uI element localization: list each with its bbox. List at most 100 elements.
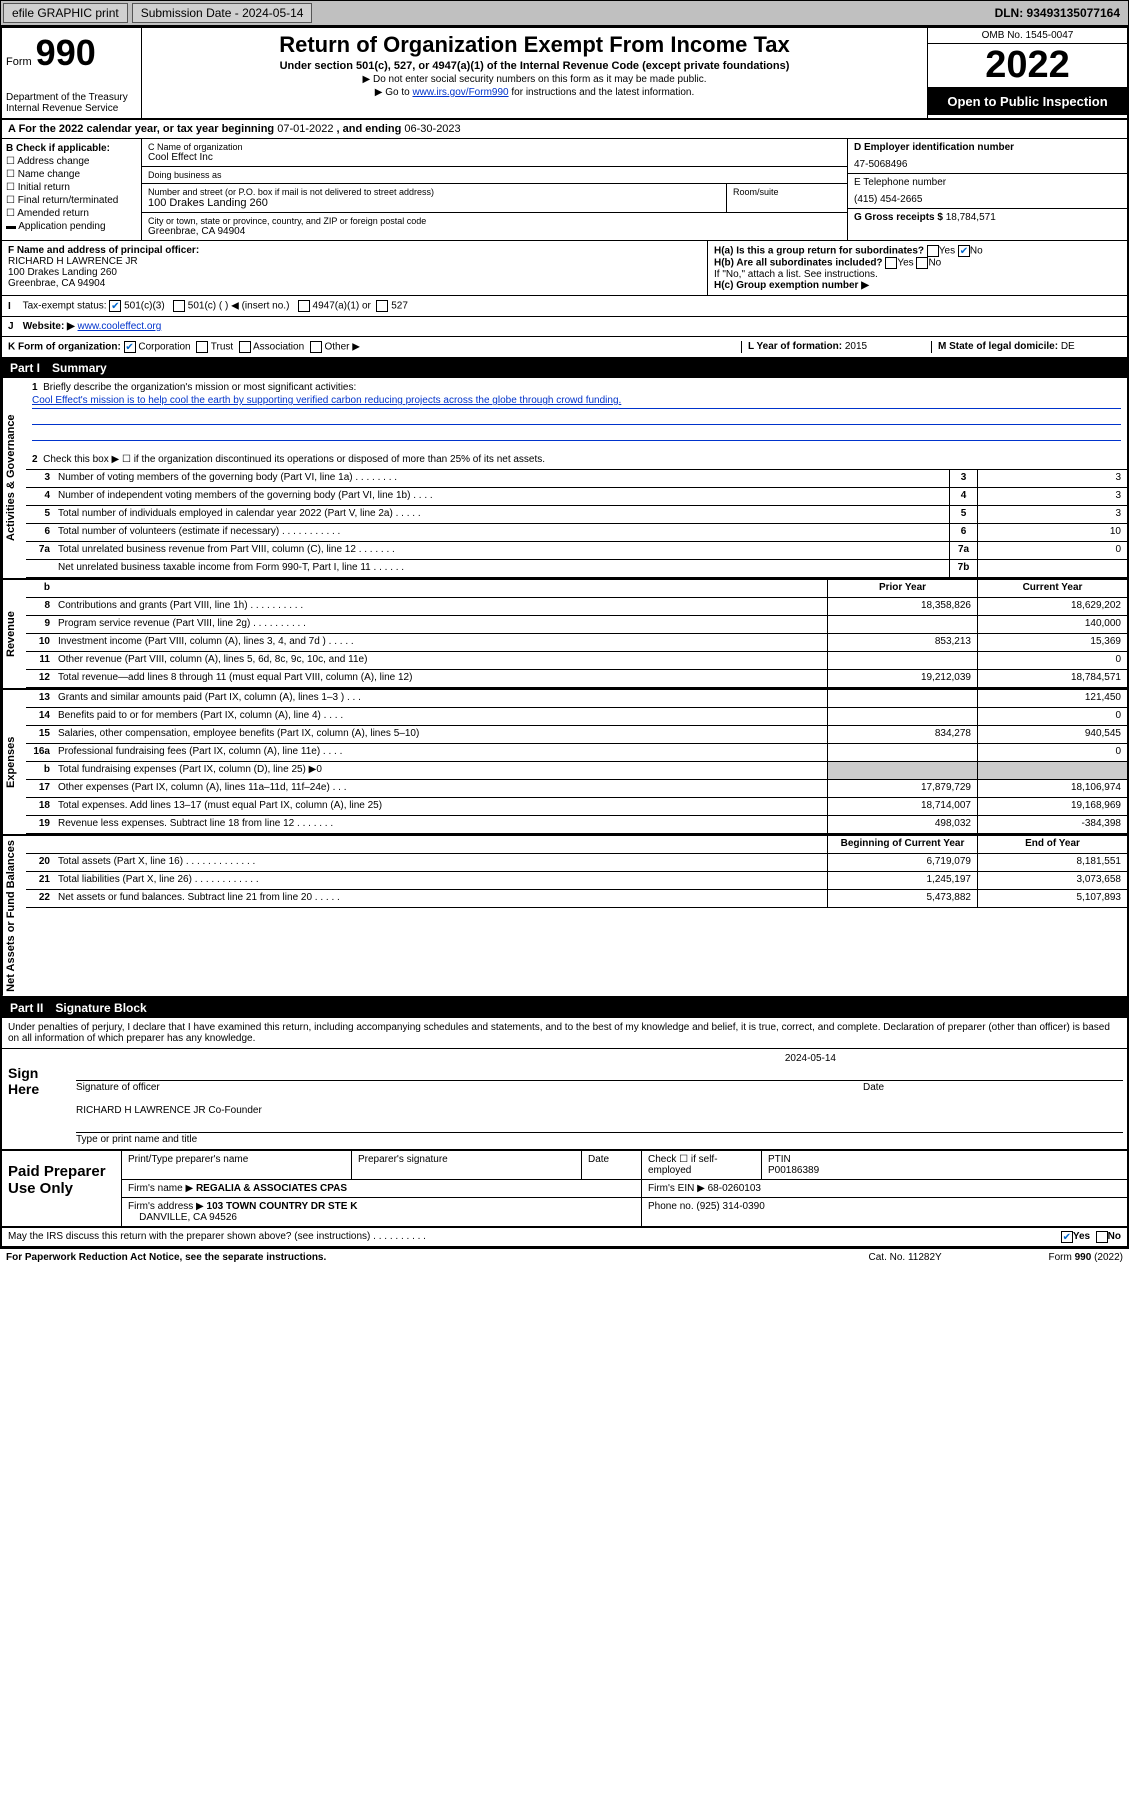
discuss-yes-lbl: Yes xyxy=(1073,1231,1090,1242)
header-right: OMB No. 1545-0047 2022 Open to Public In… xyxy=(927,28,1127,118)
row-prior: 834,278 xyxy=(827,726,977,743)
name-label: C Name of organization xyxy=(148,142,841,152)
row-text: Number of voting members of the governin… xyxy=(54,470,949,487)
phone-value: (415) 454-2665 xyxy=(854,194,1121,205)
hdr-end: End of Year xyxy=(977,836,1127,853)
firm-name: REGALIA & ASSOCIATES CPAS xyxy=(196,1183,347,1194)
chk-4947[interactable] xyxy=(298,300,310,312)
row-prior: 19,212,039 xyxy=(827,670,977,687)
row-text: Total assets (Part X, line 16) . . . . .… xyxy=(54,854,827,871)
firm-ein: 68-0260103 xyxy=(708,1183,761,1194)
firm-phone: (925) 314-0390 xyxy=(696,1201,764,1212)
sig-name-label: Type or print name and title xyxy=(76,1134,863,1145)
line-a: A For the 2022 calendar year, or tax yea… xyxy=(2,120,1127,139)
sig-date-label: Date xyxy=(863,1082,1123,1093)
chk-initial-return[interactable]: ☐ Initial return xyxy=(6,182,137,193)
paid-preparer-block: Paid Preparer Use Only Print/Type prepar… xyxy=(2,1151,1127,1228)
opt-3: Final return/terminated xyxy=(18,195,119,206)
row-text: Program service revenue (Part VIII, line… xyxy=(54,616,827,633)
tax-year: 2022 xyxy=(928,44,1127,88)
mission-line3 xyxy=(32,427,1121,441)
row-curr: 0 xyxy=(977,744,1127,761)
chk-501c3[interactable] xyxy=(109,300,121,312)
chk-trust[interactable] xyxy=(196,341,208,353)
row-val: 3 xyxy=(977,488,1127,505)
table-row: 11 Other revenue (Part VIII, column (A),… xyxy=(26,652,1127,670)
officer-addr2: Greenbrae, CA 94904 xyxy=(8,278,105,289)
chk-pending[interactable]: ▬ Application pending xyxy=(6,221,137,232)
hdr-prior: Prior Year xyxy=(827,580,977,597)
officer-label: F Name and address of principal officer: xyxy=(8,245,199,256)
ptin-hdr: PTIN xyxy=(768,1154,791,1165)
irs-link[interactable]: www.irs.gov/Form990 xyxy=(412,87,508,98)
row-prior: 853,213 xyxy=(827,634,977,651)
row-num: 13 xyxy=(26,690,54,707)
gov-row: 3 Number of voting members of the govern… xyxy=(26,470,1127,488)
mission-block: 1 Briefly describe the organization's mi… xyxy=(26,378,1127,470)
chk-name-change[interactable]: ☐ Name change xyxy=(6,169,137,180)
row-prior xyxy=(827,708,977,725)
col-b: B Check if applicable: ☐ Address change … xyxy=(2,139,142,240)
hdr-beg: Beginning of Current Year xyxy=(827,836,977,853)
row-num: b xyxy=(26,762,54,779)
row-num: 7a xyxy=(26,542,54,559)
part1-num: Part I xyxy=(10,361,40,375)
ha-yes[interactable] xyxy=(927,245,939,257)
chk-assoc[interactable] xyxy=(239,341,251,353)
chk-527[interactable] xyxy=(376,300,388,312)
table-row: 15 Salaries, other compensation, employe… xyxy=(26,726,1127,744)
table-row: b Total fundraising expenses (Part IX, c… xyxy=(26,762,1127,780)
omb-number: OMB No. 1545-0047 xyxy=(928,28,1127,44)
hb-yes[interactable] xyxy=(885,257,897,269)
row-text: Benefits paid to or for members (Part IX… xyxy=(54,708,827,725)
row-text: Total number of volunteers (estimate if … xyxy=(54,524,949,541)
officer-addr1: 100 Drakes Landing 260 xyxy=(8,267,117,278)
row-prior xyxy=(827,616,977,633)
chk-corp[interactable] xyxy=(124,341,136,353)
table-row: 17 Other expenses (Part IX, column (A), … xyxy=(26,780,1127,798)
sign-here-block: Sign Here 2024-05-14 Signature of office… xyxy=(2,1049,1127,1151)
vtab-net: Net Assets or Fund Balances xyxy=(2,836,26,996)
org-name: Cool Effect Inc xyxy=(148,152,841,163)
chk-final-return[interactable]: ☐ Final return/terminated xyxy=(6,195,137,206)
prep-self-hdr: Check ☐ if self-employed xyxy=(642,1151,762,1179)
chk-other[interactable] xyxy=(310,341,322,353)
opt-2: Initial return xyxy=(18,182,70,193)
table-row: 20 Total assets (Part X, line 16) . . . … xyxy=(26,854,1127,872)
hb-no[interactable] xyxy=(916,257,928,269)
domicile-label: M State of legal domicile: xyxy=(938,341,1058,352)
row-text: Total revenue—add lines 8 through 11 (mu… xyxy=(54,670,827,687)
row-text: Total expenses. Add lines 13–17 (must eq… xyxy=(54,798,827,815)
efile-button[interactable]: efile GRAPHIC print xyxy=(3,3,128,23)
table-row: 12 Total revenue—add lines 8 through 11 … xyxy=(26,670,1127,688)
submission-date-button[interactable]: Submission Date - 2024-05-14 xyxy=(132,3,313,23)
ha-no[interactable] xyxy=(958,245,970,257)
domicile-value: DE xyxy=(1061,341,1075,352)
website-link[interactable]: www.cooleffect.org xyxy=(78,321,162,332)
row-box: 6 xyxy=(949,524,977,541)
row-prior xyxy=(827,652,977,669)
row-num: 3 xyxy=(26,470,54,487)
row-prior: 498,032 xyxy=(827,816,977,833)
note2-pre: ▶ Go to xyxy=(375,87,413,98)
row-text: Net assets or fund balances. Subtract li… xyxy=(54,890,827,907)
header-mid: Return of Organization Exempt From Incom… xyxy=(142,28,927,118)
row-num: 22 xyxy=(26,890,54,907)
form-word: Form xyxy=(6,56,32,68)
mission-text[interactable]: Cool Effect's mission is to help cool th… xyxy=(32,395,1121,409)
chk-501c[interactable] xyxy=(173,300,185,312)
row-num xyxy=(26,560,54,577)
discuss-no[interactable] xyxy=(1096,1231,1108,1243)
chk-amended[interactable]: ☐ Amended return xyxy=(6,208,137,219)
col-c: C Name of organization Cool Effect Inc D… xyxy=(142,139,847,240)
form-subtitle: Under section 501(c), 527, or 4947(a)(1)… xyxy=(150,60,919,72)
discuss-yes[interactable] xyxy=(1061,1231,1073,1243)
row-text: Total number of individuals employed in … xyxy=(54,506,949,523)
chk-address-change[interactable]: ☐ Address change xyxy=(6,156,137,167)
col-de: D Employer identification number 47-5068… xyxy=(847,139,1127,240)
dba-label: Doing business as xyxy=(148,170,841,180)
row-curr: 15,369 xyxy=(977,634,1127,651)
row-num: 19 xyxy=(26,816,54,833)
firm-phone-label: Phone no. xyxy=(648,1201,694,1212)
table-row: 13 Grants and similar amounts paid (Part… xyxy=(26,690,1127,708)
